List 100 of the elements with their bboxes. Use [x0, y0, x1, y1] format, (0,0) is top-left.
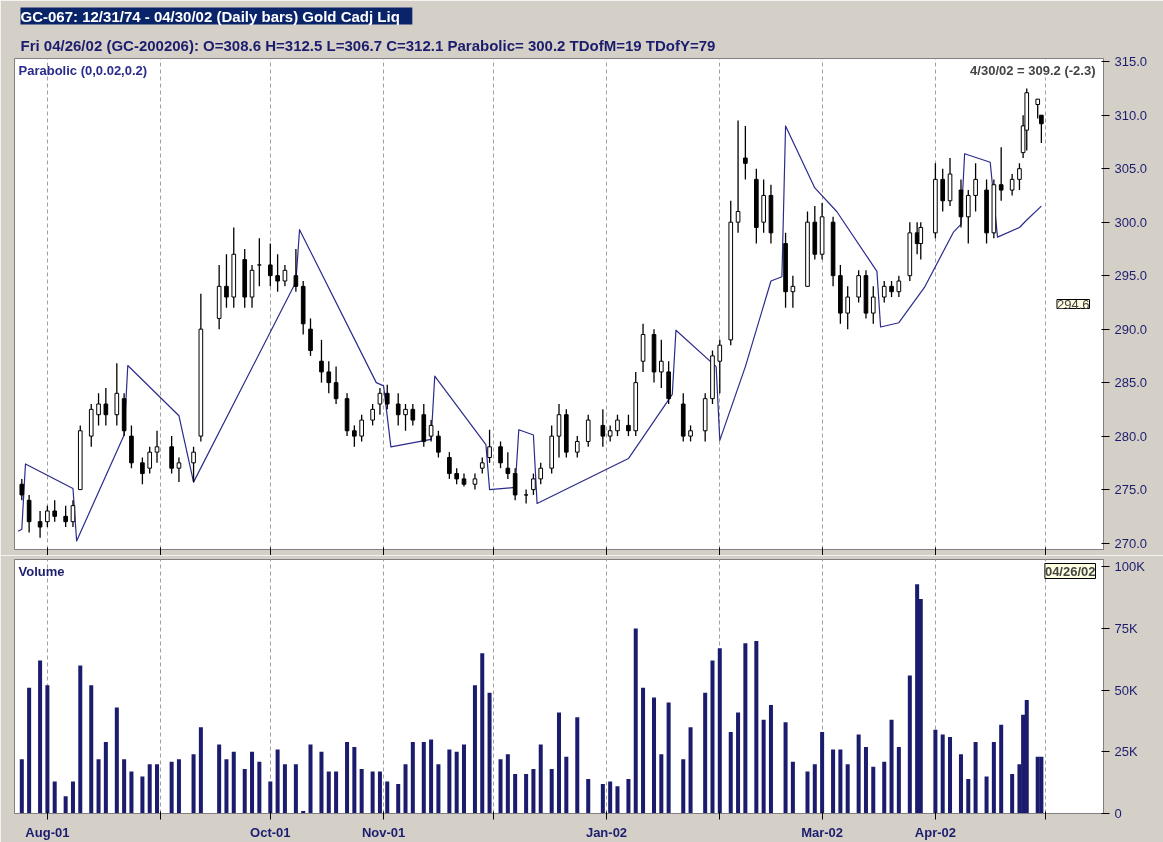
bar: [608, 781, 613, 814]
x-tick-label: Oct-01: [250, 824, 291, 840]
bar: [461, 744, 466, 814]
y-tick-label: 290.0: [1114, 321, 1148, 337]
candlestick: [326, 360, 332, 394]
bar: [889, 719, 894, 814]
annotation: 04/26/02: [1044, 563, 1096, 579]
candlestick: [191, 446, 196, 483]
candlestick: [585, 414, 591, 448]
bar: [790, 761, 795, 814]
candlestick: [1017, 162, 1022, 191]
y-tick-label: 25K: [1114, 744, 1138, 760]
bar: [524, 774, 529, 814]
candlestick: [103, 387, 109, 427]
candlestick: [538, 462, 544, 485]
x-tick-label: Nov-01: [361, 824, 406, 840]
candlestick: [856, 269, 861, 304]
candlestick: [658, 339, 664, 389]
y-tick-label: 0: [1114, 806, 1122, 821]
bar: [359, 769, 364, 814]
bar: [958, 754, 963, 814]
y-tick-label: 305.0: [1114, 161, 1148, 177]
bar: [652, 697, 657, 814]
y-tick-label: 315.0: [1114, 54, 1148, 70]
bar: [498, 759, 503, 814]
y-tick-label: 100K: [1114, 559, 1146, 575]
y-tick-label: 310.0: [1114, 107, 1148, 123]
candlestick: [319, 339, 324, 384]
candlestick: [428, 419, 434, 443]
bar: [1039, 756, 1044, 814]
candlestick: [447, 451, 452, 480]
candlestick: [410, 403, 416, 427]
candlestick: [531, 472, 536, 496]
bar: [52, 781, 57, 814]
bar: [688, 727, 693, 814]
y-tick-label: 75K: [1114, 621, 1138, 637]
candlestick: [523, 488, 529, 505]
candlestick: [1035, 98, 1041, 120]
bar: [940, 734, 945, 814]
bar: [615, 786, 620, 814]
candlestick: [790, 275, 796, 309]
bar: [915, 584, 920, 814]
bar: [319, 751, 324, 814]
candlestick: [973, 162, 978, 213]
bar: [345, 741, 350, 814]
candlestick: [147, 446, 153, 475]
bar: [863, 746, 868, 814]
bar: [882, 761, 887, 814]
candlestick: [395, 392, 401, 427]
bar: [268, 781, 273, 814]
candlestick: [487, 429, 492, 464]
candlestick: [63, 504, 68, 528]
candlestick: [881, 280, 887, 304]
candlestick: [735, 119, 741, 234]
bar: [703, 692, 708, 814]
bar: [991, 741, 996, 814]
x-tick-label: Jan-02: [585, 824, 628, 840]
bar: [549, 769, 554, 814]
bar: [45, 685, 50, 814]
bar: [191, 754, 196, 814]
candlestick: [282, 264, 288, 287]
candlestick: [52, 499, 58, 523]
y-tick-label: 275.0: [1114, 482, 1148, 498]
bar: [736, 712, 741, 814]
bar: [293, 764, 298, 814]
candlestick: [870, 285, 876, 325]
bar: [812, 764, 817, 814]
y-tick-label: 50K: [1114, 682, 1138, 698]
bar: [421, 741, 426, 814]
bar: [1024, 700, 1029, 814]
y-tick-label: 300.0: [1114, 214, 1148, 230]
bar: [70, 781, 75, 814]
bar: [242, 769, 247, 814]
bar: [871, 766, 876, 814]
bar: [334, 771, 339, 814]
text: Parabolic (0,0.02,0.2): [18, 62, 148, 78]
bar: [447, 749, 452, 814]
candlestick: [626, 414, 631, 437]
bar: [845, 764, 850, 814]
bar: [948, 737, 953, 814]
candlestick: [498, 440, 503, 469]
bar: [538, 744, 543, 814]
candlestick: [224, 253, 229, 309]
bar: [659, 754, 664, 814]
bar: [831, 749, 836, 814]
bar: [231, 751, 236, 814]
bar: [308, 744, 313, 814]
bar: [282, 764, 287, 814]
bar: [1010, 774, 1015, 814]
candlestick: [940, 168, 946, 213]
bar: [761, 719, 766, 814]
bar: [403, 764, 408, 814]
bar: [984, 776, 989, 814]
bar: [754, 640, 759, 814]
bar: [38, 660, 43, 814]
bar: [505, 754, 510, 814]
candlestick: [70, 499, 76, 528]
bar: [480, 653, 485, 814]
text: Volume: [18, 563, 65, 579]
bar: [96, 759, 101, 814]
